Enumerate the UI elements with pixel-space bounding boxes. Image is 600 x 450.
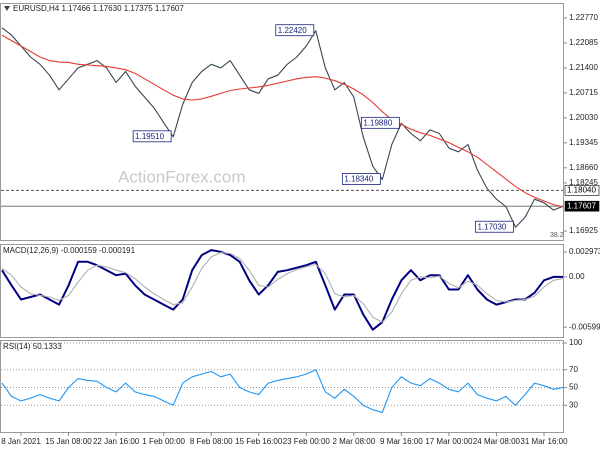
header-text: EURUSD,H4 1.17466 1.17630 1.17375 1.1760…: [13, 4, 184, 13]
y-tick-label: -0.005996: [569, 322, 600, 331]
annotation-box: [475, 220, 514, 233]
y-tick-label: 100: [569, 338, 583, 347]
level-label-box: [564, 185, 600, 196]
x-tick-label: 8 Jan 2021: [1, 437, 41, 446]
x-tick-label: 9 Mar 16:00: [380, 437, 423, 446]
annotation-box: [360, 116, 400, 129]
watermark: ActionForex.com: [118, 167, 246, 186]
header-icon: [4, 6, 10, 11]
y-tick-label: 1.19345: [569, 138, 598, 147]
annotation-label: 1.18340: [344, 175, 373, 184]
macd-panel: [0, 244, 564, 338]
y-tick-label: 1.20030: [569, 113, 598, 122]
x-tick-label: 17 Mar 00:00: [425, 437, 473, 446]
x-tick-label: 2 Mar 08:00: [332, 437, 375, 446]
price-panel: [0, 3, 564, 241]
x-tick-label: 23 Feb 00:00: [283, 437, 331, 446]
level-label: 1.18040: [567, 186, 596, 195]
x-tick-label: 1 Feb 00:00: [142, 437, 185, 446]
x-tick-label: 31 Mar 16:00: [520, 437, 568, 446]
y-tick-label: 1.20715: [569, 88, 598, 97]
y-tick-label: 1.18245: [569, 178, 598, 187]
rsi-panel: [0, 340, 564, 433]
series-line: [1, 369, 564, 413]
y-tick-label: 0.00: [569, 272, 585, 281]
y-tick-label: 30: [569, 400, 578, 409]
series-line: [1, 249, 563, 331]
annotation-label: 1.22420: [278, 26, 307, 35]
y-tick-label: 1.18660: [569, 163, 598, 172]
x-tick-label: 22 Jan 16:00: [93, 437, 140, 446]
series-line: [1, 34, 564, 208]
y-tick-label: 1.21400: [569, 63, 598, 72]
y-tick-label: 1.22085: [569, 38, 598, 47]
annotation-box: [341, 173, 381, 185]
y-tick-label: 70: [569, 365, 578, 374]
level-label: 1.17607: [567, 201, 596, 210]
x-tick-label: 15 Jan 08:00: [45, 437, 92, 446]
annotation-label: 1.17030: [477, 222, 506, 231]
fib-label: 38.2: [550, 232, 564, 239]
x-tick-label: 15 Feb 16:00: [235, 437, 283, 446]
macd-title: MACD(12,26,9) -0.000159 -0.000191: [3, 246, 136, 255]
y-tick-label: 0.002973: [569, 247, 600, 256]
annotation-label: 1.19510: [135, 132, 164, 141]
series-line: [1, 27, 564, 228]
y-tick-label: 1.22770: [569, 13, 598, 22]
annotation-label: 1.19880: [363, 118, 392, 127]
level-label-box: [564, 200, 600, 212]
y-tick-label: 1.16925: [569, 226, 598, 235]
x-tick-label: 24 Mar 08:00: [473, 437, 521, 446]
rsi-title: RSI(14) 50.1333: [3, 342, 62, 351]
series-line: [1, 252, 564, 323]
annotation-box: [132, 130, 172, 143]
x-tick-label: 8 Feb 08:00: [190, 437, 233, 446]
y-tick-label: 50: [569, 383, 578, 392]
annotation-box: [275, 24, 315, 37]
